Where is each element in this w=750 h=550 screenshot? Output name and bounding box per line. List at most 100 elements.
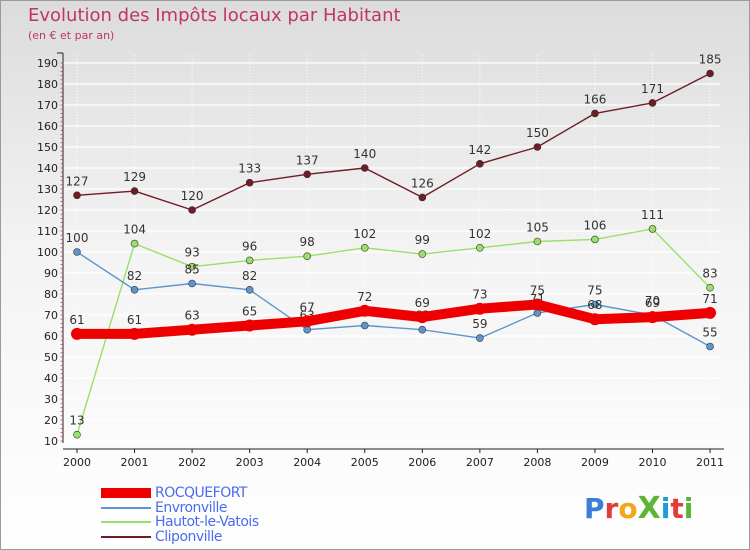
data-label-envronville: 70 [645,294,660,308]
logo-letter: o [618,492,638,525]
y-tick-label: 190 [37,57,58,70]
data-label-hautot-le-vatois: 106 [583,218,606,232]
data-point-hautot-le-vatois [591,235,599,244]
data-point-cliponville [360,164,369,172]
series-line-rocquefort [72,299,716,339]
x-tick-label: 2000 [63,456,91,469]
x-tick-label: 2001 [121,456,149,469]
data-label-hautot-le-vatois: 83 [702,267,717,281]
data-label-hautot-le-vatois: 105 [526,221,549,235]
y-tick-label: 160 [37,120,58,133]
series-line-cliponville [76,72,711,211]
data-label-cliponville: 185 [699,53,722,67]
series-line-hautot-le-vatois [76,228,711,436]
data-point-hautot-le-vatois [533,237,542,246]
data-point-rocquefort [186,323,199,336]
data-label-envronville: 55 [702,326,717,340]
proxiti-logo: ProXiti [584,491,693,526]
data-label-hautot-le-vatois: 93 [184,246,199,260]
data-label-envronville: 100 [66,231,89,245]
legend-label: Cliponville [155,528,222,545]
data-point-cliponville [303,170,312,179]
y-tick-label: 140 [37,162,58,175]
data-point-cliponville [418,193,427,202]
y-tick-label: 30 [44,393,58,406]
data-label-cliponville: 133 [238,162,261,176]
chart-title: Evolution des Impôts locaux par Habitant [28,5,401,26]
data-point-cliponville [188,206,196,214]
x-tick-label: 2003 [236,456,264,469]
data-label-hautot-le-vatois: 98 [300,235,315,249]
data-point-cliponville [73,191,81,200]
x-tick-label: 2011 [696,456,724,469]
data-label-cliponville: 126 [411,176,434,190]
logo-letter: i [660,492,671,525]
data-point-cliponville [591,109,599,118]
y-tick-label: 50 [44,351,58,364]
data-point-cliponville [245,178,254,187]
data-point-cliponville [130,187,139,195]
data-label-rocquefort: 69 [645,296,660,310]
data-point-hautot-le-vatois [73,430,81,439]
chart-subtitle: (en € et par an) [28,29,115,42]
data-point-hautot-le-vatois [360,244,369,252]
legend-label: Envronville [155,499,227,516]
legend-swatch [101,521,151,523]
y-tick-label: 80 [44,288,58,301]
data-label-cliponville: 140 [353,147,376,161]
y-tick-label: 120 [37,204,58,217]
logo-letter: t [670,492,684,525]
legend-label: ROCQUEFORT [155,485,247,501]
data-label-cliponville: 150 [526,126,549,140]
x-tick-label: 2004 [293,456,321,469]
data-label-cliponville: 129 [123,170,146,184]
legend-label: Hautot-le-Vatois [155,514,259,530]
data-label-rocquefort: 75 [530,284,545,298]
y-tick-label: 150 [37,141,58,154]
data-point-rocquefort [473,302,486,315]
data-label-cliponville: 127 [66,174,89,188]
data-label-hautot-le-vatois: 102 [468,227,491,241]
data-label-rocquefort: 61 [127,313,142,327]
data-point-envronville [360,321,369,330]
data-point-rocquefort [531,298,544,311]
x-tick-label: 2009 [581,456,609,469]
y-tick-label: 90 [44,267,58,280]
data-label-rocquefort: 73 [472,288,487,302]
data-point-rocquefort [704,306,717,319]
x-tick-label: 2005 [351,456,379,469]
data-label-envronville: 85 [184,263,199,277]
data-point-hautot-le-vatois [303,252,312,260]
data-label-cliponville: 171 [641,82,664,96]
data-point-hautot-le-vatois [418,250,427,258]
logo-letter: X [637,491,661,526]
y-tick-label: 110 [37,225,58,238]
y-tick-label: 100 [37,246,58,259]
legend-swatch [101,506,151,509]
y-tick-label: 20 [44,414,58,427]
data-label-envronville: 82 [242,269,257,283]
y-tick-label: 170 [37,99,58,112]
data-label-cliponville: 142 [468,143,491,157]
x-tick-label: 2008 [523,456,551,469]
data-label-envronville: 59 [472,317,487,331]
data-label-rocquefort: 72 [357,290,372,304]
data-point-rocquefort [128,327,141,340]
data-point-rocquefort [71,327,83,340]
x-tick-label: 2007 [466,456,494,469]
data-label-cliponville: 120 [181,189,204,203]
data-label-rocquefort: 71 [702,292,717,306]
data-label-hautot-le-vatois: 13 [69,414,84,428]
series-line-envronville [76,251,711,348]
y-tick-label: 10 [44,435,58,448]
data-point-rocquefort [301,315,314,328]
data-label-rocquefort: 63 [184,309,199,323]
data-point-rocquefort [588,313,601,326]
y-tick-label: 60 [44,330,58,343]
data-label-rocquefort: 69 [415,296,430,310]
data-label-rocquefort: 65 [242,305,257,319]
y-tick-label: 180 [37,78,58,91]
logo-letter: P [584,492,605,525]
